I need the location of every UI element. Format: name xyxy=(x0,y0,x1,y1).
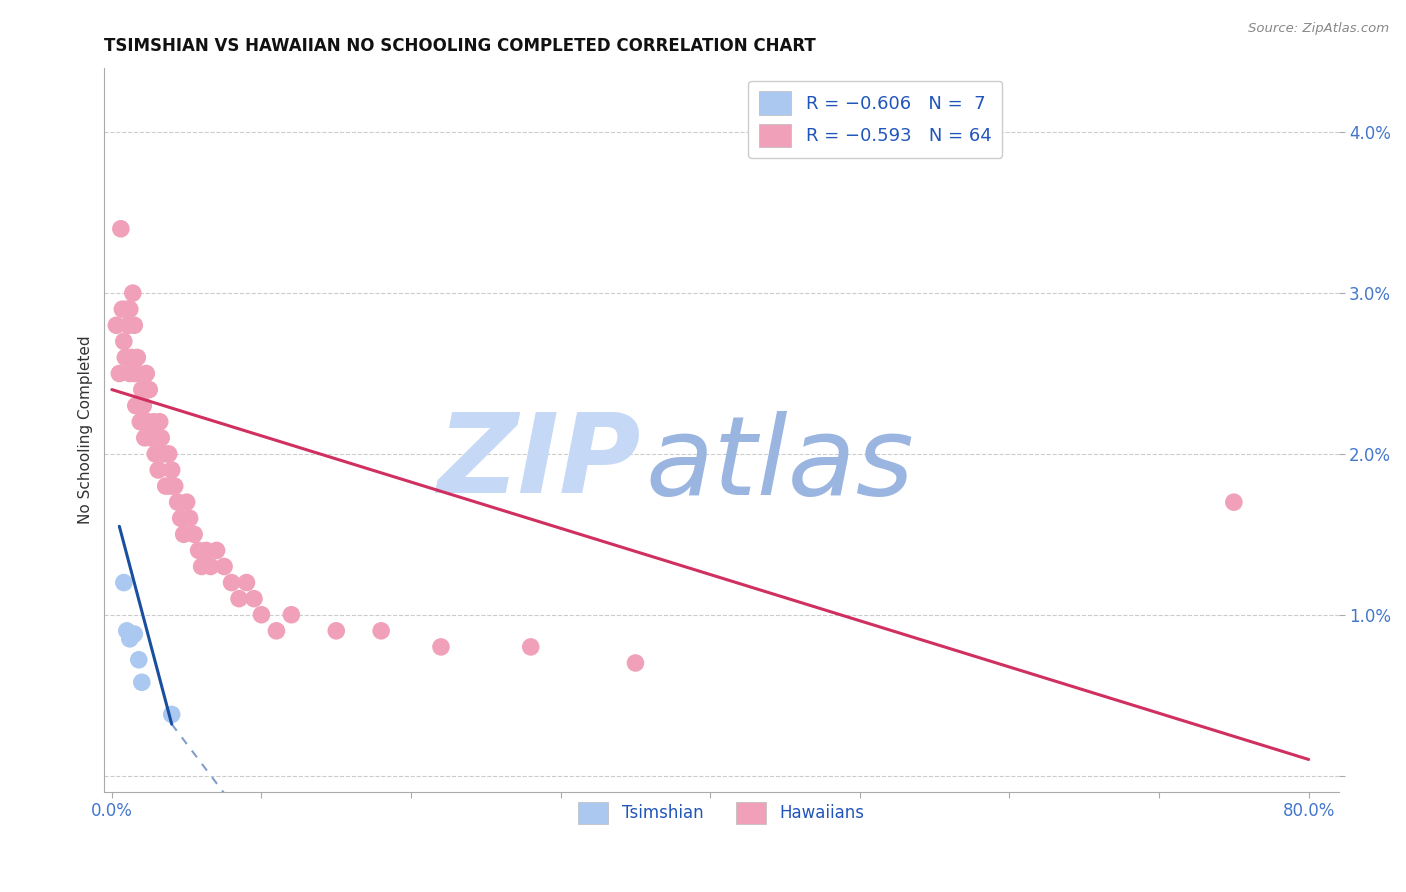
Point xyxy=(135,367,157,381)
Point xyxy=(166,495,188,509)
Legend: Tsimshian, Hawaiians: Tsimshian, Hawaiians xyxy=(571,796,872,830)
Point xyxy=(131,383,153,397)
Point xyxy=(143,447,166,461)
Text: TSIMSHIAN VS HAWAIIAN NO SCHOOLING COMPLETED CORRELATION CHART: TSIMSHIAN VS HAWAIIAN NO SCHOOLING COMPL… xyxy=(104,37,815,55)
Point xyxy=(519,640,541,654)
Point xyxy=(115,302,138,317)
Point xyxy=(128,399,150,413)
Point xyxy=(112,575,135,590)
Point xyxy=(200,559,222,574)
Point xyxy=(190,559,212,574)
Point xyxy=(173,527,195,541)
Point xyxy=(128,367,150,381)
Text: Source: ZipAtlas.com: Source: ZipAtlas.com xyxy=(1249,22,1389,36)
Point xyxy=(127,351,149,365)
Point xyxy=(124,627,146,641)
Point xyxy=(145,431,167,445)
Point xyxy=(112,334,135,349)
Point xyxy=(111,302,134,317)
Point xyxy=(149,415,172,429)
Point xyxy=(266,624,288,638)
Point xyxy=(110,221,132,235)
Point xyxy=(280,607,302,622)
Point xyxy=(157,447,180,461)
Point xyxy=(136,415,159,429)
Point xyxy=(142,415,165,429)
Point xyxy=(325,624,347,638)
Point xyxy=(250,607,273,622)
Point xyxy=(163,479,186,493)
Point xyxy=(221,575,243,590)
Point xyxy=(118,632,141,646)
Y-axis label: No Schooling Completed: No Schooling Completed xyxy=(79,335,93,524)
Point xyxy=(370,624,392,638)
Point xyxy=(179,511,201,525)
Point xyxy=(183,527,205,541)
Point xyxy=(187,543,209,558)
Point xyxy=(139,431,162,445)
Point xyxy=(150,431,173,445)
Point xyxy=(195,543,218,558)
Point xyxy=(624,656,647,670)
Point xyxy=(105,318,128,333)
Point xyxy=(131,675,153,690)
Point xyxy=(129,415,152,429)
Point xyxy=(160,707,183,722)
Point xyxy=(243,591,266,606)
Point xyxy=(153,447,176,461)
Point xyxy=(155,479,177,493)
Point xyxy=(117,318,139,333)
Point xyxy=(212,559,235,574)
Point xyxy=(235,575,257,590)
Point xyxy=(160,463,183,477)
Point xyxy=(430,640,453,654)
Point xyxy=(124,318,146,333)
Point xyxy=(138,383,160,397)
Point xyxy=(159,479,181,493)
Point xyxy=(125,399,148,413)
Point xyxy=(124,367,146,381)
Point xyxy=(118,302,141,317)
Point xyxy=(176,495,198,509)
Point xyxy=(228,591,250,606)
Point xyxy=(115,624,138,638)
Point xyxy=(131,415,153,429)
Point xyxy=(205,543,228,558)
Point xyxy=(118,367,141,381)
Point xyxy=(108,367,131,381)
Point xyxy=(134,431,156,445)
Text: atlas: atlas xyxy=(645,411,914,518)
Point xyxy=(121,286,143,301)
Point xyxy=(170,511,193,525)
Point xyxy=(128,653,150,667)
Point xyxy=(132,399,155,413)
Point xyxy=(148,463,170,477)
Point xyxy=(114,351,136,365)
Point xyxy=(1223,495,1246,509)
Point xyxy=(120,351,142,365)
Text: ZIP: ZIP xyxy=(437,409,641,516)
